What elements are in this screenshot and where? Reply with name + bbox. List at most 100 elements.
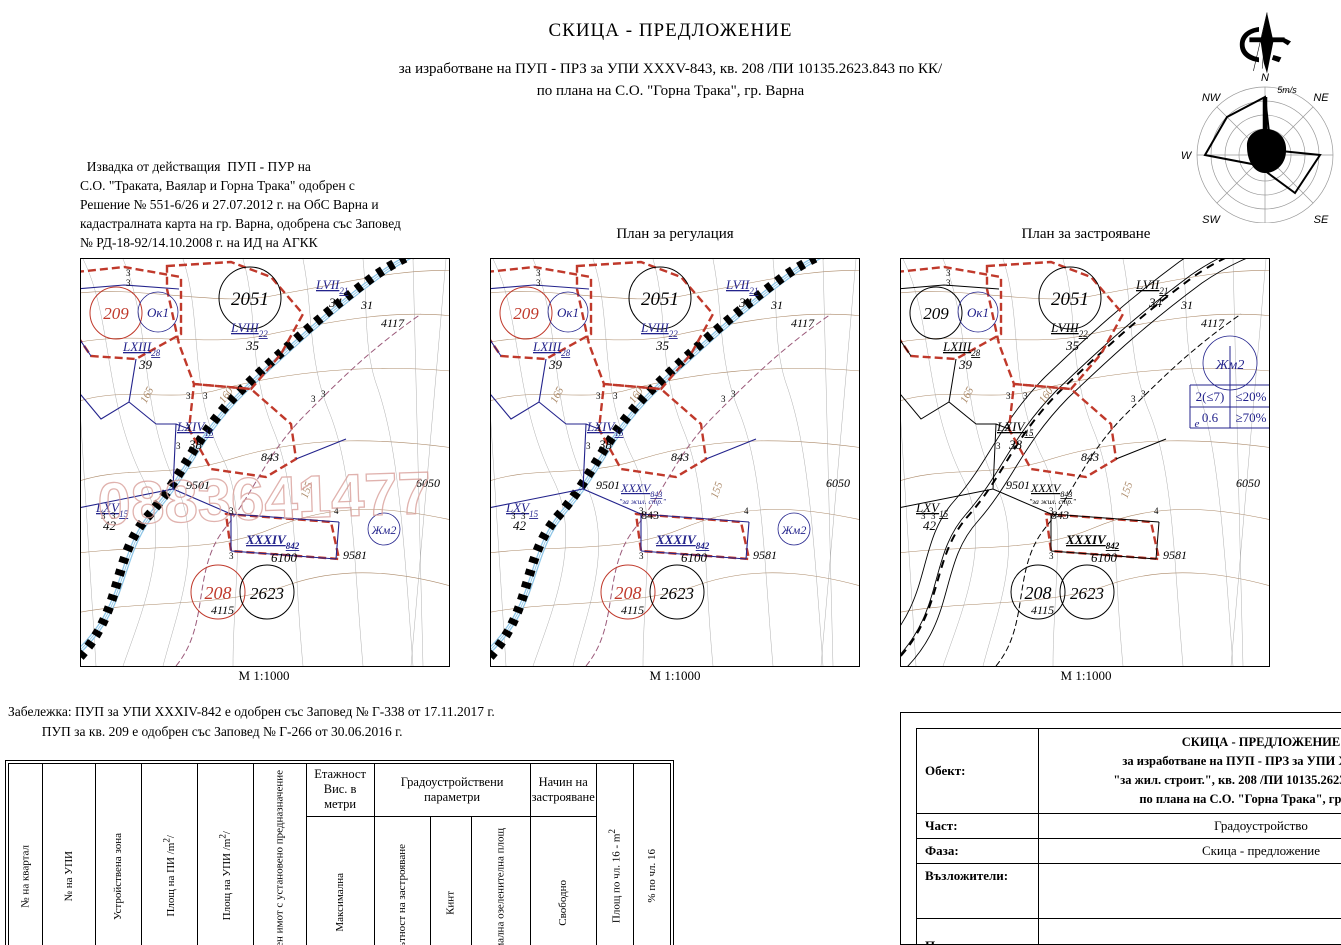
svg-text:Ок1: Ок1 [557, 305, 579, 320]
svg-text:6100: 6100 [271, 550, 298, 565]
svg-text:3: 3 [721, 394, 726, 404]
svg-text:4115: 4115 [621, 603, 644, 617]
svg-text:843: 843 [1051, 508, 1069, 522]
svg-text:3: 3 [126, 278, 131, 288]
svg-text:843: 843 [261, 450, 279, 464]
svg-text:39: 39 [548, 357, 563, 372]
svg-text:35: 35 [1065, 338, 1080, 353]
svg-text:3: 3 [639, 551, 644, 561]
svg-text:6050: 6050 [1236, 476, 1260, 490]
svg-text:9581: 9581 [753, 548, 777, 562]
svg-text:LVII21: LVII21 [725, 277, 758, 296]
svg-text:4: 4 [1154, 506, 1159, 516]
svg-text:XXXV843: XXXV843 [1030, 481, 1072, 499]
svg-text:4115: 4115 [1031, 603, 1054, 617]
svg-text:3: 3 [176, 441, 181, 451]
svg-text:LVII21: LVII21 [1135, 277, 1168, 296]
svg-text:3: 3 [186, 391, 191, 401]
svg-text:9581: 9581 [1163, 548, 1187, 562]
svg-text:Жм2: Жм2 [781, 523, 807, 537]
svg-text:"за жил. стр.": "за жил. стр." [1029, 497, 1077, 506]
svg-text:34: 34 [1148, 295, 1163, 310]
svg-text:9501: 9501 [1006, 478, 1030, 492]
svg-text:31: 31 [1180, 298, 1193, 312]
svg-text:39: 39 [138, 357, 153, 372]
svg-text:3: 3 [126, 268, 131, 278]
svg-text:XXXV843: XXXV843 [620, 481, 662, 499]
svg-text:≤20%: ≤20% [1236, 389, 1267, 404]
svg-text:3: 3 [1049, 551, 1054, 561]
svg-text:6100: 6100 [1091, 550, 1118, 565]
svg-text:2623: 2623 [1070, 584, 1104, 603]
svg-text:3: 3 [521, 511, 526, 521]
svg-text:208: 208 [615, 583, 642, 603]
svg-text:3: 3 [1006, 423, 1011, 433]
svg-text:34: 34 [738, 295, 753, 310]
svg-text:165: 165 [548, 385, 567, 406]
svg-text:LVII21: LVII21 [315, 277, 348, 296]
svg-text:XXXIV842: XXXIV842 [1065, 532, 1120, 551]
svg-text:4: 4 [744, 506, 749, 516]
svg-text:208: 208 [1025, 583, 1052, 603]
svg-text:3: 3 [536, 278, 541, 288]
svg-text:3: 3 [613, 391, 618, 401]
svg-text:N: N [1261, 72, 1269, 84]
svg-text:3: 3 [511, 511, 516, 521]
svg-text:3: 3 [536, 268, 541, 278]
svg-text:843: 843 [641, 508, 659, 522]
svg-text:SW: SW [1202, 214, 1221, 223]
svg-text:2623: 2623 [250, 584, 284, 603]
svg-text:Ок1: Ок1 [967, 305, 989, 320]
svg-text:2051: 2051 [231, 289, 269, 310]
svg-text:39: 39 [958, 357, 973, 372]
svg-text:NW: NW [1202, 92, 1222, 104]
svg-text:3: 3 [946, 268, 951, 278]
svg-text:165: 165 [958, 385, 977, 406]
svg-text:3: 3 [229, 551, 234, 561]
svg-text:3: 3 [596, 423, 601, 433]
svg-text:SE: SE [1314, 214, 1329, 223]
svg-text:2051: 2051 [641, 289, 679, 310]
svg-text:165: 165 [138, 385, 157, 406]
svg-text:XXXIV842: XXXIV842 [655, 532, 710, 551]
svg-text:843: 843 [1081, 450, 1099, 464]
svg-text:155: 155 [1119, 480, 1136, 500]
svg-text:209: 209 [513, 304, 539, 323]
svg-text:3: 3 [731, 389, 736, 399]
svg-text:3: 3 [586, 441, 591, 451]
svg-text:3: 3 [1023, 391, 1028, 401]
svg-text:2051: 2051 [1051, 289, 1089, 310]
svg-text:0883641477: 0883641477 [96, 459, 432, 538]
svg-text:38: 38 [188, 437, 203, 452]
svg-text:Ок1: Ок1 [147, 305, 169, 320]
svg-text:9501: 9501 [596, 478, 620, 492]
svg-text:155: 155 [709, 480, 726, 500]
svg-text:209: 209 [923, 304, 949, 323]
svg-text:6100: 6100 [681, 550, 708, 565]
svg-text:9581: 9581 [343, 548, 367, 562]
svg-text:LVIII22: LVIII22 [230, 320, 268, 339]
svg-text:3: 3 [321, 389, 326, 399]
svg-text:38: 38 [598, 437, 613, 452]
svg-text:3: 3 [203, 391, 208, 401]
svg-text:LVIII22: LVIII22 [1050, 320, 1088, 339]
svg-text:2623: 2623 [660, 584, 694, 603]
svg-text:3: 3 [921, 511, 926, 521]
svg-text:4117: 4117 [381, 316, 405, 330]
svg-text:209: 209 [103, 304, 129, 323]
svg-text:XXXIV842: XXXIV842 [245, 532, 300, 551]
svg-text:35: 35 [245, 338, 260, 353]
svg-text:LVIII22: LVIII22 [640, 320, 678, 339]
svg-text:34: 34 [328, 295, 343, 310]
svg-text:31: 31 [770, 298, 783, 312]
svg-text:4115: 4115 [211, 603, 234, 617]
svg-text:6050: 6050 [826, 476, 850, 490]
svg-text:W: W [1181, 150, 1193, 162]
svg-text:3: 3 [596, 391, 601, 401]
svg-text:е: е [1195, 418, 1200, 430]
svg-text:31: 31 [360, 298, 373, 312]
svg-text:3: 3 [946, 278, 951, 288]
svg-text:3: 3 [1131, 394, 1136, 404]
svg-text:3: 3 [931, 511, 936, 521]
svg-text:35: 35 [655, 338, 670, 353]
